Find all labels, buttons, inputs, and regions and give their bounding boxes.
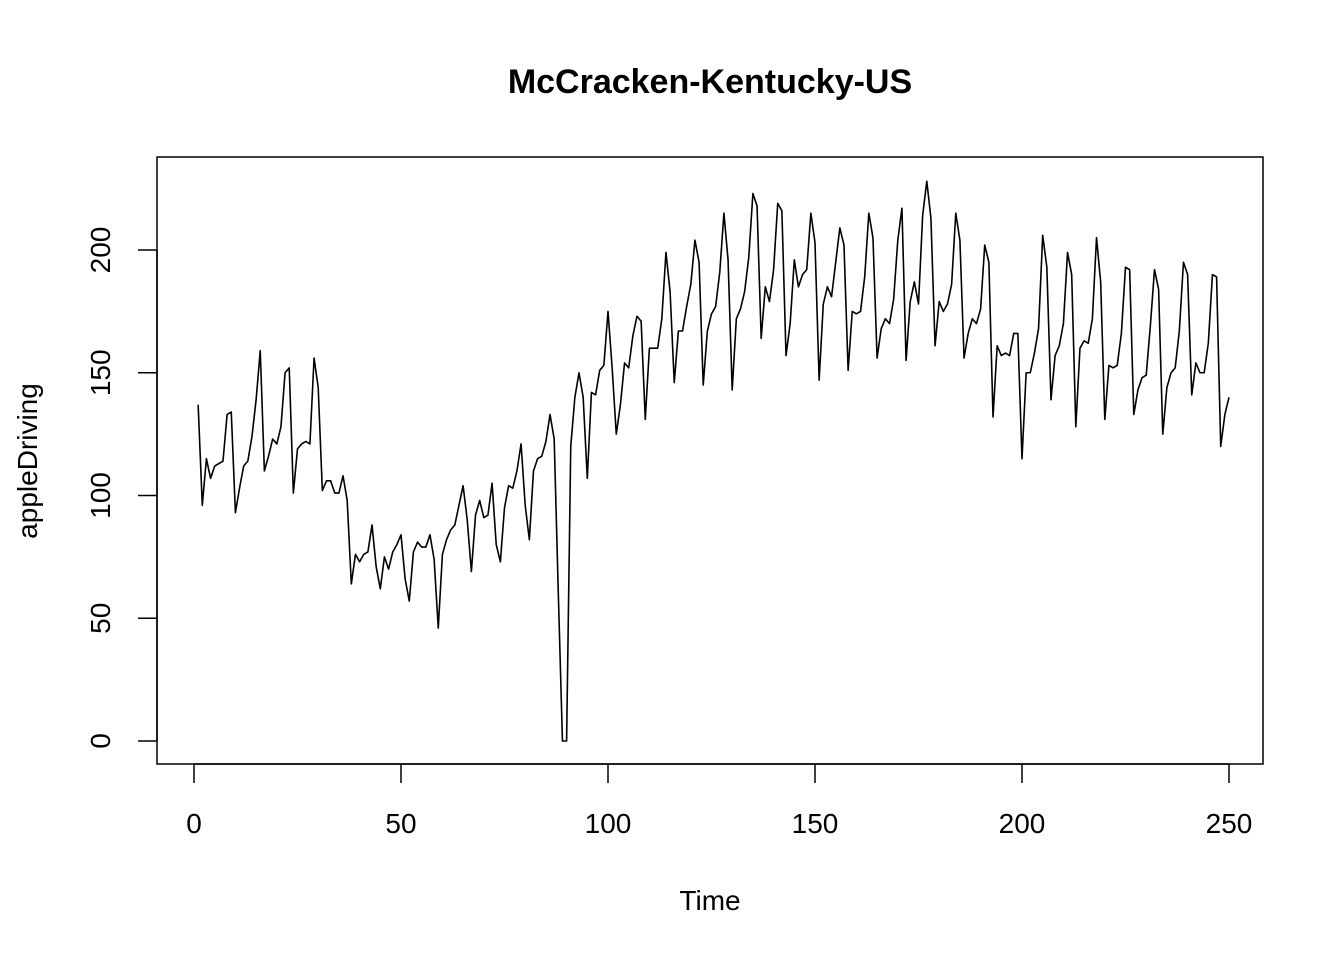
chart-title: McCracken-Kentucky-US: [508, 63, 912, 101]
y-tick-label: 0: [85, 733, 116, 749]
x-tick-label: 100: [585, 808, 632, 839]
y-tick-label: 100: [85, 472, 116, 519]
x-tick-label: 0: [186, 808, 202, 839]
y-tick-label: 50: [85, 603, 116, 634]
data-layer: [197, 180, 1230, 742]
x-tick-label: 50: [385, 808, 416, 839]
x-axis: 0 50 100 150 200 250: [186, 763, 1253, 839]
x-axis-label: Time: [679, 885, 740, 916]
y-axis-label: appleDriving: [12, 383, 43, 539]
y-tick-label: 200: [85, 227, 116, 274]
y-tick-label: 150: [85, 349, 116, 396]
x-tick-label: 250: [1206, 808, 1253, 839]
y-axis: 0 50 100 150 200: [85, 227, 158, 749]
x-tick-label: 150: [792, 808, 839, 839]
x-tick-label: 200: [999, 808, 1046, 839]
series-line-0: [197, 180, 1230, 742]
